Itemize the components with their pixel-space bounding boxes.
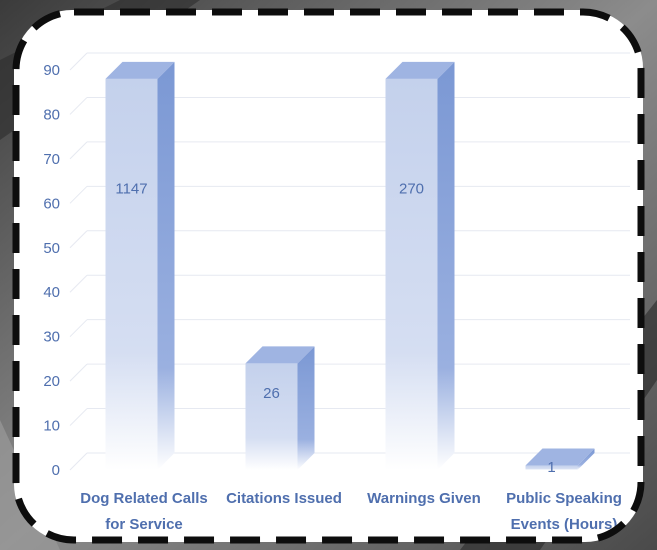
y-axis: 0 10 20 30 40 50 60 70 80 90 bbox=[43, 62, 60, 479]
bar bbox=[105, 61, 175, 471]
grid-line-floor bbox=[69, 274, 88, 293]
bar bbox=[245, 346, 315, 470]
y-tick-label: 80 bbox=[43, 106, 60, 123]
x-tick-label: for Service bbox=[105, 516, 183, 533]
x-axis: Dog Related Calls for Service Citations Is… bbox=[80, 490, 622, 533]
y-tick-label: 0 bbox=[52, 462, 60, 479]
grid-line-floor bbox=[69, 52, 88, 71]
y-tick-label: 60 bbox=[43, 195, 60, 212]
y-tick-label: 50 bbox=[43, 240, 60, 257]
grid-line-floor bbox=[69, 230, 88, 249]
x-tick-label: Citations Issued bbox=[226, 490, 342, 507]
bar bbox=[385, 61, 455, 471]
bar-side bbox=[437, 61, 455, 471]
grid-line-floor bbox=[69, 185, 88, 204]
data-label: 270 bbox=[399, 180, 424, 197]
grid-line-floor bbox=[69, 363, 88, 382]
bar-side bbox=[297, 346, 315, 470]
grid-line-floor bbox=[69, 141, 88, 160]
bar-side bbox=[157, 61, 175, 471]
data-label: 1147 bbox=[115, 180, 147, 197]
x-tick-label: Warnings Given bbox=[367, 490, 481, 507]
x-tick-label: Dog Related Calls bbox=[80, 490, 208, 507]
y-tick-label: 30 bbox=[43, 329, 60, 346]
bar-front bbox=[245, 363, 298, 470]
y-tick-label: 40 bbox=[43, 284, 60, 301]
x-tick-label: Events (Hours) bbox=[511, 516, 618, 533]
bar-front bbox=[385, 78, 438, 470]
y-tick-label: 10 bbox=[43, 418, 60, 435]
data-label: 26 bbox=[263, 385, 280, 402]
bar-front bbox=[105, 78, 158, 470]
y-tick-label: 20 bbox=[43, 373, 60, 390]
y-tick-label: 90 bbox=[43, 62, 60, 79]
y-tick-label: 70 bbox=[43, 151, 60, 168]
bar bbox=[525, 448, 595, 470]
grid-line-floor bbox=[69, 319, 88, 338]
x-tick-label: Public Speaking bbox=[506, 490, 622, 507]
data-labels: 1147 26 270 1 bbox=[115, 180, 555, 475]
grid-line-floor bbox=[69, 452, 88, 471]
grid-line-floor bbox=[69, 408, 88, 426]
grid-line-floor bbox=[69, 97, 88, 115]
data-label: 1 bbox=[547, 459, 555, 476]
